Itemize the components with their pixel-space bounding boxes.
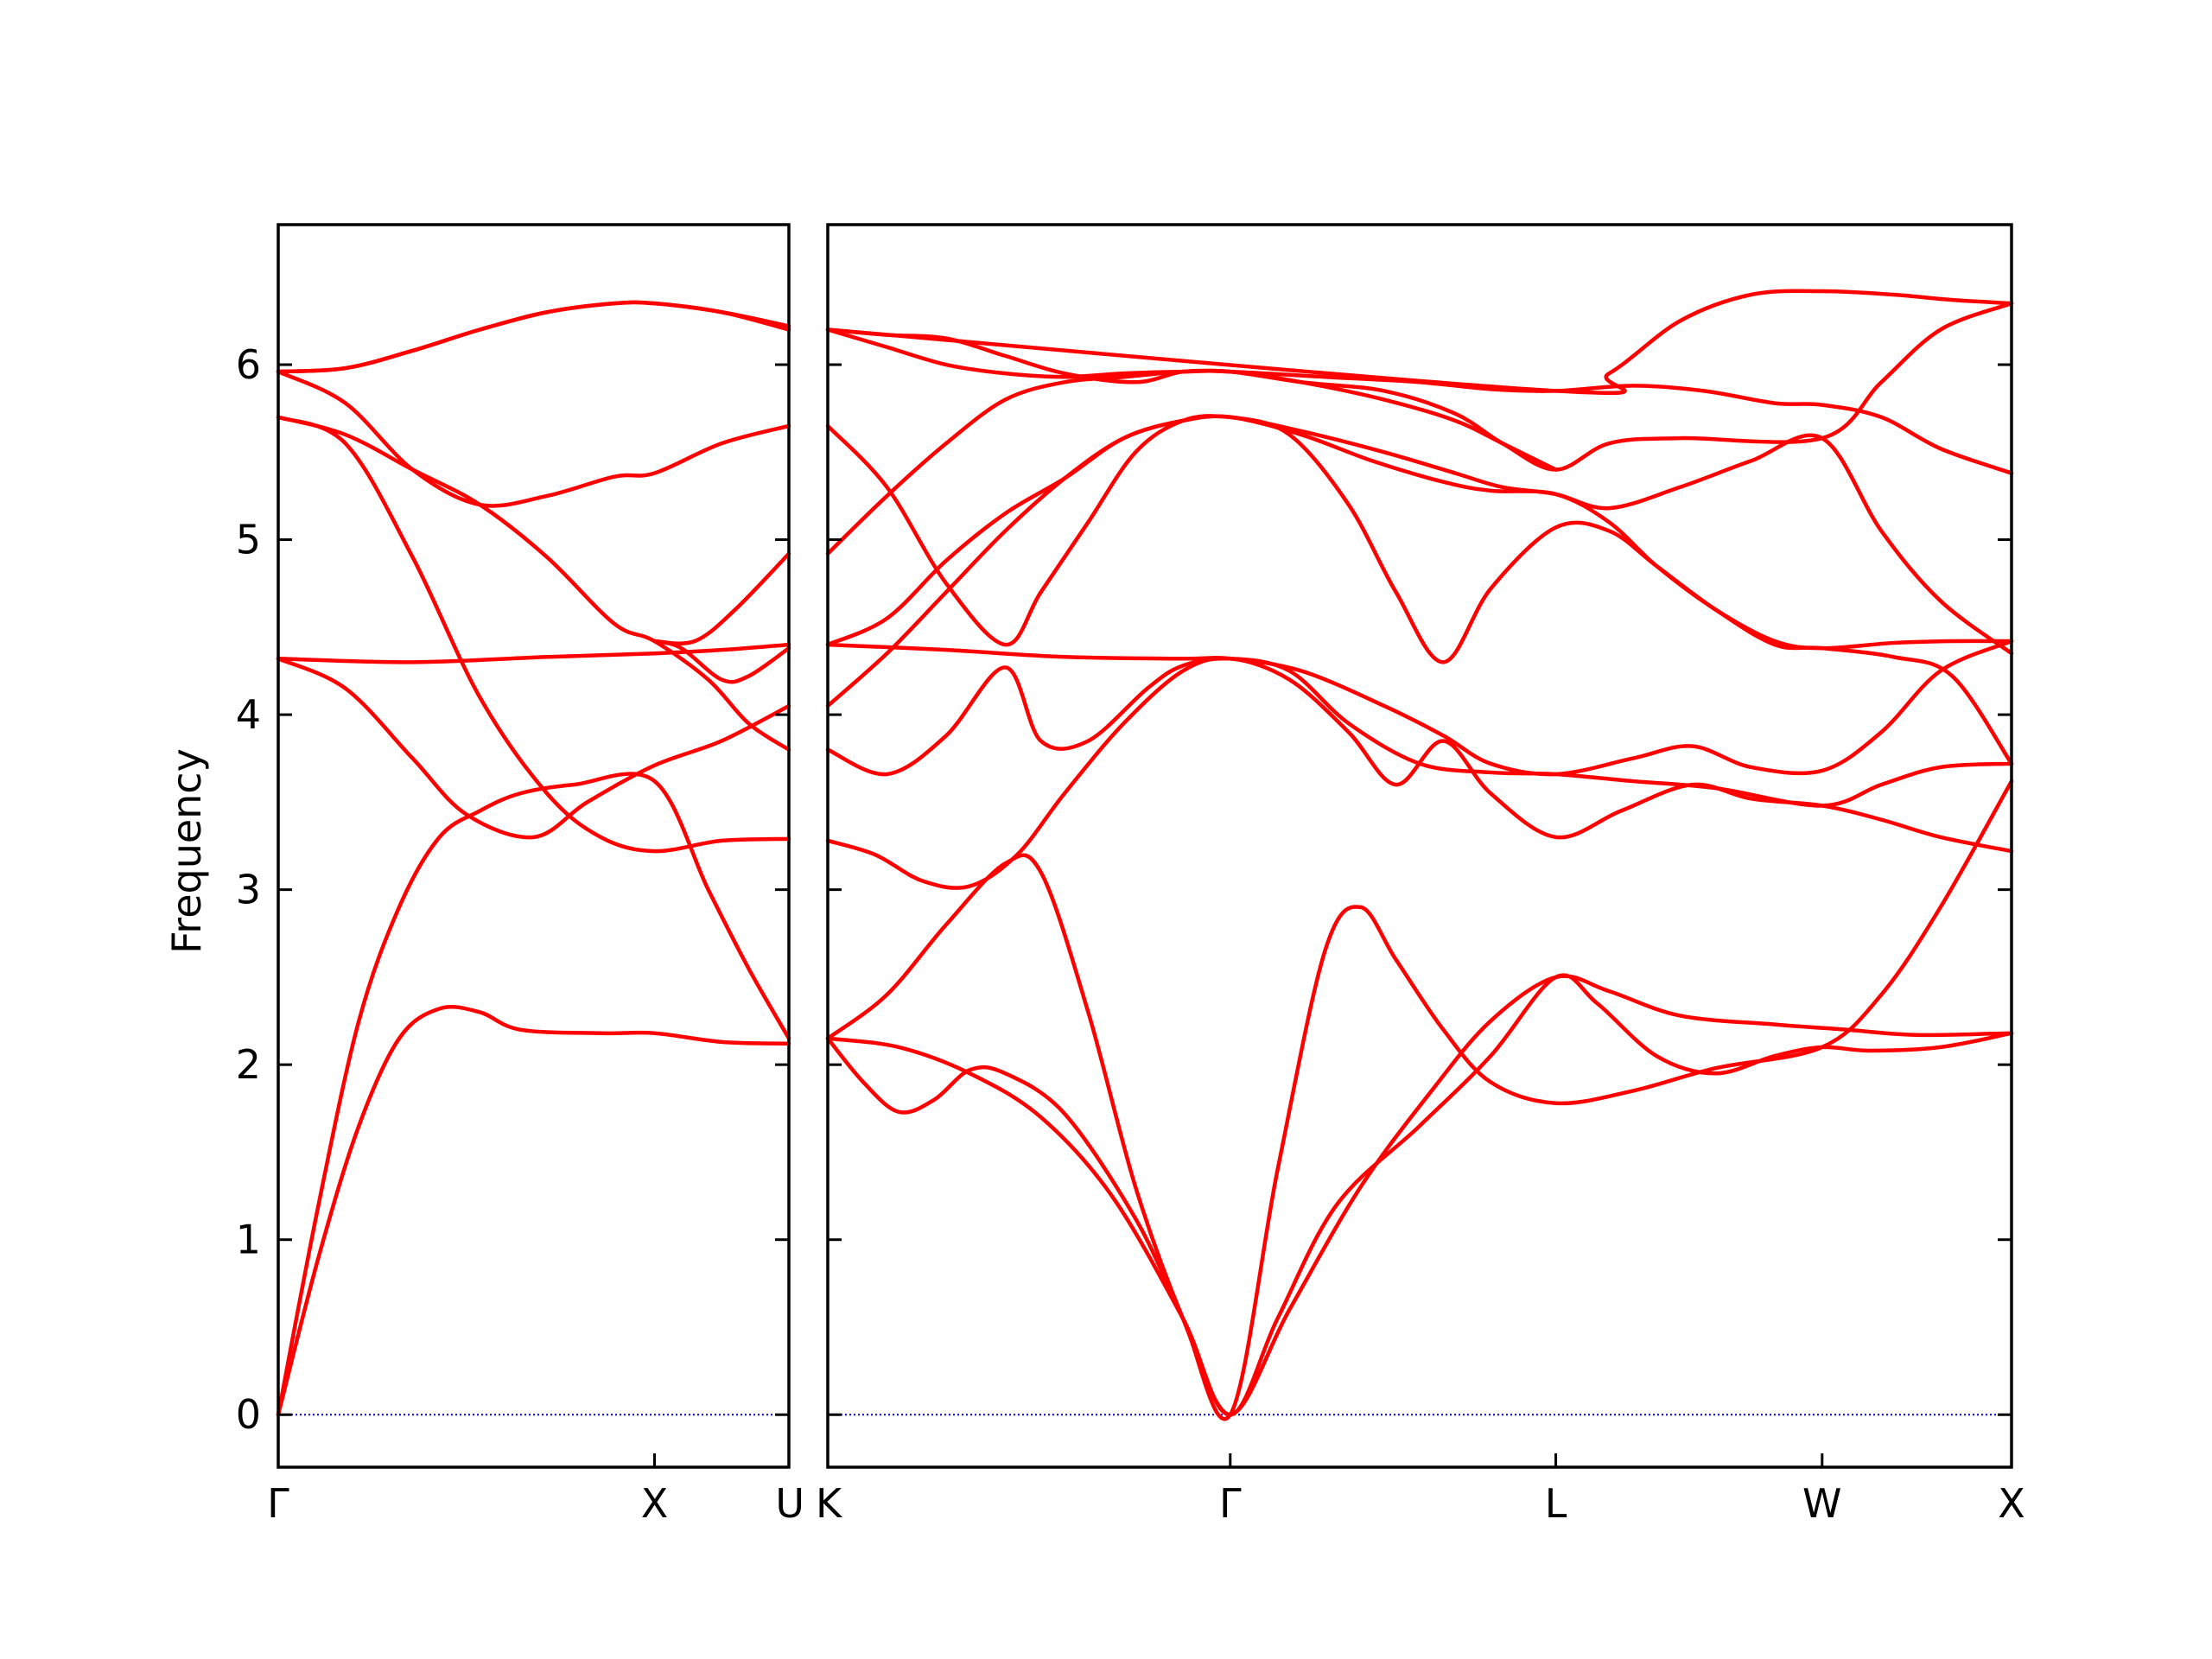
band-line-1	[276, 1005, 791, 1417]
band-line-2	[276, 772, 791, 1417]
band-line-13	[825, 289, 2014, 396]
band-line-8	[276, 300, 791, 374]
x-tick-label: K	[816, 1480, 843, 1527]
band-line-10	[652, 551, 791, 645]
plot-frame	[276, 223, 791, 1469]
band-line-2	[825, 779, 2014, 1421]
y-tick-label: 2	[236, 1041, 261, 1088]
band-line-8	[825, 414, 2014, 651]
band-line-9	[825, 414, 2014, 656]
band-line-4	[825, 656, 2014, 890]
left-panel: 0 1 2 3 4 5 6 Γ X U	[236, 223, 804, 1527]
band-line-6	[825, 639, 2014, 777]
band-line-5	[825, 656, 2014, 808]
y-tick-label: 1	[236, 1217, 261, 1263]
y-tick-label: 5	[236, 517, 261, 563]
x-tick-label: L	[1545, 1480, 1567, 1527]
x-tick-label: Γ	[267, 1480, 289, 1527]
plot-frame	[826, 223, 2013, 1469]
y-axis-label: Frequency	[163, 748, 210, 954]
y-tick-label: 6	[236, 341, 261, 388]
y-tick-label: 0	[236, 1391, 261, 1438]
band-line-10	[825, 301, 2014, 556]
x-tick-label: X	[1998, 1480, 2025, 1527]
band-line-3	[276, 657, 791, 840]
y-tick-label: 4	[236, 691, 261, 738]
band-line-7	[276, 369, 791, 508]
band-line-6	[276, 415, 791, 752]
band-line-4	[276, 642, 791, 664]
y-tick-label: 3	[236, 867, 261, 913]
x-tick-label: X	[641, 1480, 669, 1527]
x-tick-label: W	[1802, 1480, 1841, 1527]
x-tick-label: U	[775, 1480, 804, 1527]
band-line-7	[825, 414, 2014, 766]
band-line-9	[276, 300, 791, 374]
x-tick-label: Γ	[1219, 1480, 1242, 1527]
band-line-1	[825, 974, 2014, 1417]
band-line-3	[825, 853, 2014, 1417]
band-line-11	[652, 639, 791, 684]
band-line-5	[276, 415, 791, 854]
